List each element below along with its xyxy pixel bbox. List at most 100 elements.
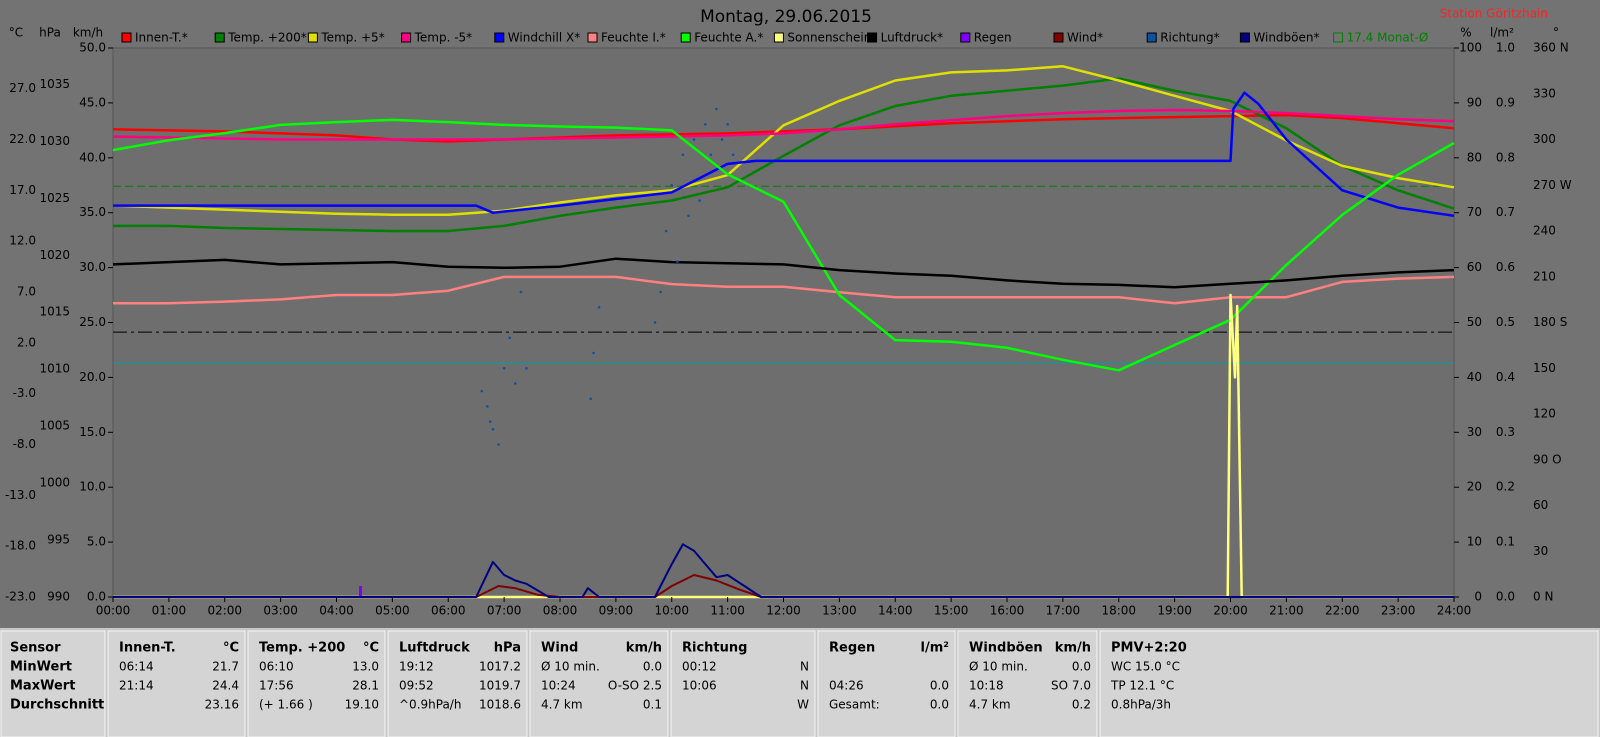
scatter-point [726, 122, 729, 126]
scatter-point [692, 138, 696, 141]
table-cell: 00:12 [682, 660, 717, 674]
y-tick-label: 240 [1533, 224, 1556, 238]
scatter-point [698, 199, 701, 202]
axis-unit-label: % [1460, 26, 1471, 40]
y-tick-label: 0 [1474, 590, 1482, 604]
scatter-point [592, 351, 595, 355]
table-cell: Regen [829, 641, 875, 656]
table-cell: 24.4 [212, 679, 239, 693]
table-cell: SO 7.0 [1051, 679, 1091, 693]
table-cell: 13.0 [352, 660, 379, 674]
y-tick-label: 0.9 [1496, 95, 1515, 109]
table-cell: km/h [626, 641, 662, 656]
table-cell: 19.10 [345, 698, 379, 712]
series-line [112, 108, 1455, 141]
y-tick-label: 100 [1459, 41, 1482, 55]
table-cell: °C [363, 641, 379, 656]
table-cell: 06:14 [119, 660, 154, 674]
table-cell: O-SO 2.5 [608, 679, 662, 693]
table-cell: 1018.6 [479, 698, 521, 712]
scatter-point [670, 183, 674, 187]
x-tick-label: 21:00 [1269, 604, 1304, 618]
scatter-point [731, 153, 735, 157]
y-tick-label: 1000 [39, 476, 70, 490]
y-tick-label: 20.0 [79, 370, 106, 384]
scatter-point [703, 122, 707, 126]
table-column [0, 630, 106, 737]
table-column [529, 630, 669, 737]
table-cell: 0.2 [1072, 698, 1091, 712]
table-cell: Richtung [682, 641, 747, 656]
legend-swatch [1239, 32, 1250, 43]
table-cell: 09:52 [399, 679, 434, 693]
y-tick-label: 300 [1533, 132, 1556, 146]
y-tick-label: 20 [1467, 480, 1482, 494]
y-tick-label: 30.0 [79, 260, 106, 274]
y-tick-label: 22.0 [9, 132, 36, 146]
series-line [112, 257, 1455, 289]
y-tick-label: -8.0 [13, 437, 36, 451]
legend-swatch [121, 32, 132, 43]
y-tick-label: 1025 [39, 191, 70, 205]
y-tick-label: 45.0 [79, 95, 106, 109]
table-cell: km/h [1055, 641, 1091, 656]
table-cell: 10:24 [541, 679, 576, 693]
scatter-point [519, 290, 523, 294]
scatter-point [653, 321, 657, 324]
y-tick-label: 70 [1467, 205, 1482, 219]
table-cell: Luftdruck [399, 641, 470, 656]
table-cell: Sensor [10, 641, 61, 656]
y-tick-label: 360 N [1533, 41, 1569, 55]
chart-title: Montag, 29.06.2015 [700, 7, 872, 27]
legend-swatch [214, 32, 225, 43]
y-tick-label: 50 [1467, 315, 1482, 329]
y-tick-label: 0.3 [1496, 425, 1515, 439]
legend-label: Sonnenschein [787, 31, 871, 45]
y-tick-label: 12.0 [9, 234, 36, 248]
scatter-point [715, 107, 718, 111]
table-cell: Ø 10 min. [541, 660, 600, 674]
x-tick-label: 23:00 [1381, 604, 1416, 618]
y-tick-label: 270 W [1533, 178, 1572, 192]
y-tick-label: 30 [1533, 544, 1548, 558]
x-tick-label: 00:00 [96, 604, 131, 618]
row-label: MaxWert [10, 679, 75, 694]
scatter-point [664, 229, 668, 233]
scatter-point [486, 405, 489, 408]
y-tick-label: 7.0 [17, 285, 36, 299]
y-tick-label: 0.6 [1496, 260, 1515, 274]
y-tick-label: 10 [1467, 535, 1482, 549]
y-tick-label: 180 S [1533, 315, 1567, 329]
x-tick-label: 16:00 [990, 604, 1025, 618]
y-tick-label: 0.7 [1496, 205, 1515, 219]
table-cell: 21:14 [119, 679, 154, 693]
y-tick-label: 2.0 [17, 335, 36, 349]
y-tick-label: -23.0 [5, 590, 36, 604]
y-tick-label: 90 [1467, 95, 1482, 109]
row-label: Durchschnitt [10, 698, 104, 713]
scatter-point [497, 443, 500, 446]
table-cell: 19:12 [399, 660, 434, 674]
x-tick-label: 08:00 [543, 604, 578, 618]
table-cell: 0.8hPa/3h [1111, 698, 1171, 712]
table-cell: 4.7 km [969, 698, 1011, 712]
scatter-point [480, 389, 484, 393]
legend-label: Feuchte A.* [694, 31, 763, 45]
legend-swatch [1053, 32, 1064, 43]
axis-unit-label: hPa [39, 26, 61, 40]
legend-swatch [587, 32, 598, 43]
x-tick-label: 24:00 [1437, 604, 1472, 618]
legend-swatch [401, 32, 412, 43]
table-column [107, 630, 246, 737]
x-tick-label: 09:00 [599, 604, 634, 618]
legend-swatch [867, 32, 878, 43]
x-tick-label: 10:00 [654, 604, 689, 618]
series-line [112, 113, 1455, 143]
legend-label: Windböen* [1253, 31, 1319, 45]
series-line [113, 543, 1454, 598]
legend-label: Innen-T.* [135, 31, 188, 45]
legend-swatch [1333, 32, 1344, 43]
legend-label: Feuchte I.* [601, 31, 666, 45]
table-cell: (+ 1.66 ) [259, 698, 313, 712]
